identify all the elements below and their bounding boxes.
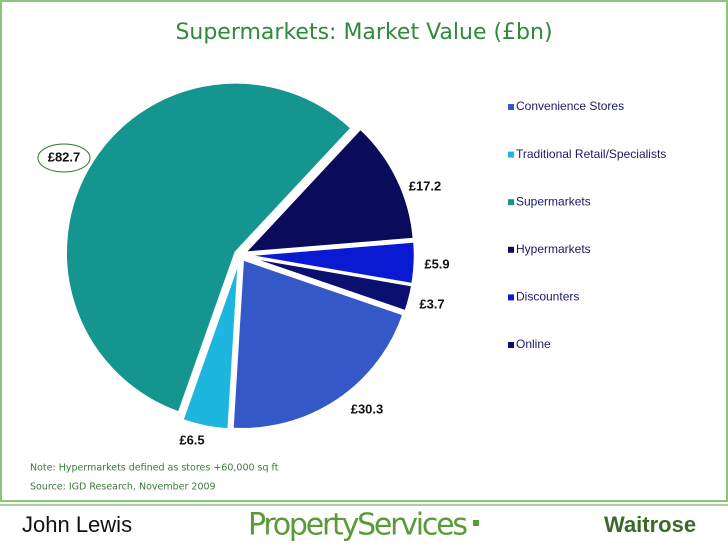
frame [0, 0, 728, 502]
legend-label: Traditional Retail/Specialists [516, 147, 666, 161]
pie-slice [241, 126, 416, 255]
label-outline [37, 143, 91, 173]
logo-dot [473, 520, 479, 526]
legend-label: Supermarkets [516, 194, 591, 208]
note: Note: Hypermarkets defined as stores +60… [30, 463, 279, 474]
data-label: £17.2 [409, 178, 442, 193]
legend-swatch [508, 151, 514, 158]
pie-slice [180, 259, 241, 431]
chart-title: Supermarkets: Market Value (£bn) [175, 20, 552, 45]
data-label: £3.7 [419, 296, 444, 311]
legend-swatch [508, 342, 514, 348]
legend-label: Online [516, 337, 551, 351]
logo-right: Waitrose [604, 512, 696, 537]
pie-slice [231, 257, 406, 431]
legend-label: Convenience Stores [516, 99, 624, 113]
data-label: £5.9 [424, 256, 449, 271]
logo-left: John Lewis [22, 512, 132, 537]
data-label: £82.7 [48, 149, 81, 164]
pie-slice [64, 81, 354, 415]
pie-slice [244, 255, 414, 314]
source: Source: IGD Research, November 2009 [30, 482, 216, 493]
legend-swatch [508, 294, 514, 301]
legend-swatch [508, 199, 514, 206]
data-label: £6.5 [179, 432, 204, 447]
legend-label: Discounters [516, 290, 579, 304]
legend-swatch [508, 246, 514, 253]
data-label: £30.3 [351, 401, 384, 416]
logo-center: PropertyServices [248, 508, 468, 543]
legend-label: Hypermarkets [516, 242, 591, 256]
legend-swatch [508, 104, 514, 110]
